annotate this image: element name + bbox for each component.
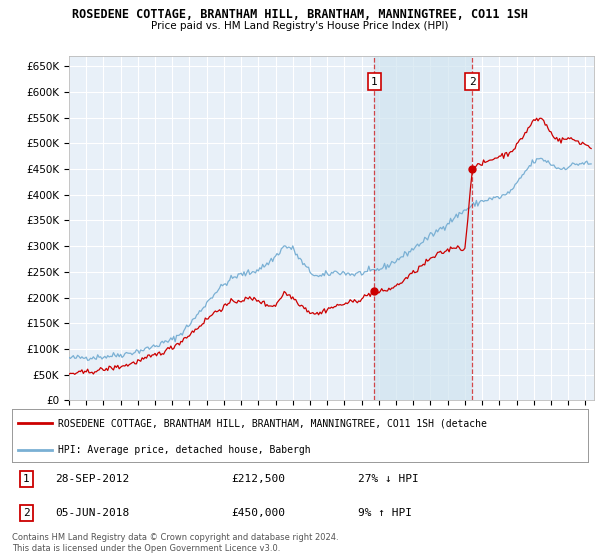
Text: £450,000: £450,000 <box>231 508 285 518</box>
Text: 2: 2 <box>469 77 476 87</box>
Text: 28-SEP-2012: 28-SEP-2012 <box>55 474 130 484</box>
Bar <box>374 56 472 400</box>
Text: ROSEDENE COTTAGE, BRANTHAM HILL, BRANTHAM, MANNINGTREE, CO11 1SH (detache: ROSEDENE COTTAGE, BRANTHAM HILL, BRANTHA… <box>58 418 487 428</box>
Text: HPI: Average price, detached house, Babergh: HPI: Average price, detached house, Babe… <box>58 445 311 455</box>
Text: 1: 1 <box>371 77 378 87</box>
Text: 1: 1 <box>23 474 30 484</box>
Text: 05-JUN-2018: 05-JUN-2018 <box>55 508 130 518</box>
Text: £212,500: £212,500 <box>231 474 285 484</box>
Text: ROSEDENE COTTAGE, BRANTHAM HILL, BRANTHAM, MANNINGTREE, CO11 1SH: ROSEDENE COTTAGE, BRANTHAM HILL, BRANTHA… <box>72 8 528 21</box>
Text: 9% ↑ HPI: 9% ↑ HPI <box>358 508 412 518</box>
Text: 27% ↓ HPI: 27% ↓ HPI <box>358 474 418 484</box>
Text: Contains HM Land Registry data © Crown copyright and database right 2024.
This d: Contains HM Land Registry data © Crown c… <box>12 533 338 553</box>
Text: 2: 2 <box>23 508 30 518</box>
Text: Price paid vs. HM Land Registry's House Price Index (HPI): Price paid vs. HM Land Registry's House … <box>151 21 449 31</box>
